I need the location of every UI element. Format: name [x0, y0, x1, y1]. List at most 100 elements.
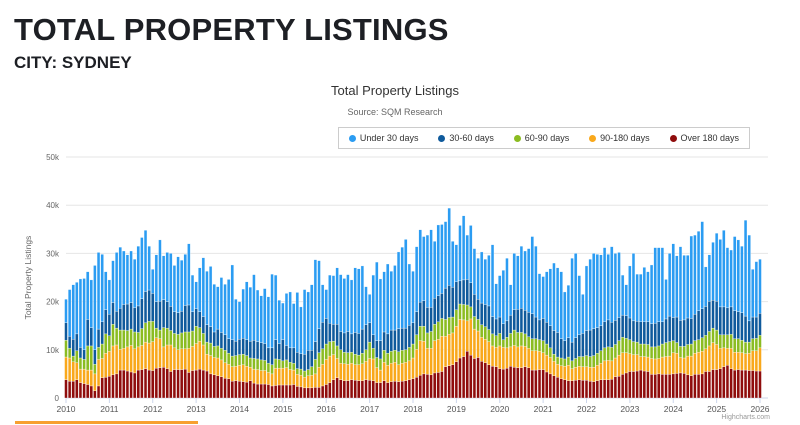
bar-segment-30-60-days [71, 339, 75, 357]
bar-segment-90-180-days [429, 348, 433, 376]
bar-segment-60-90-days [686, 344, 690, 357]
bar-segment-under-30-days [176, 256, 180, 313]
bar-segment-under-30-days [516, 255, 520, 310]
bar-segment-60-90-days [725, 334, 730, 349]
bar-segment-over-180-days [245, 381, 249, 399]
bar-segment-over-180-days [722, 366, 726, 399]
bar-segment-90-180-days [563, 366, 567, 380]
x-tick-label: 2017 [360, 404, 379, 414]
bar-segment-over-180-days [378, 382, 383, 399]
bar-segment-60-90-days [570, 360, 574, 369]
bar-segment-30-60-days [555, 332, 560, 358]
bar-segment-30-60-days [610, 322, 614, 348]
bar-segment-90-180-days [537, 351, 542, 370]
bar-segment-under-30-days [758, 259, 762, 314]
bar-segment-30-60-days [404, 327, 408, 350]
legend-item-under-30[interactable]: Under 30 days [348, 133, 418, 143]
bar-segment-30-60-days [75, 333, 79, 351]
bar-segment-under-30-days [602, 247, 607, 322]
bar-segment-60-90-days [566, 356, 571, 366]
bar-segment-30-60-days [519, 308, 524, 333]
bar-segment-30-60-days [364, 324, 368, 350]
bar-segment-60-90-days [418, 326, 422, 341]
bar-segment-60-90-days [552, 353, 556, 362]
legend-item-90-180[interactable]: 90-180 days [589, 133, 650, 143]
bar-segment-over-180-days [523, 366, 527, 399]
bar-segment-90-180-days [725, 348, 730, 366]
legend-item-over-180[interactable]: Over 180 days [669, 133, 739, 143]
bar-segment-under-30-days [422, 236, 426, 301]
bar-segment-60-90-days [375, 357, 379, 368]
bar-segment-90-180-days [208, 355, 213, 375]
legend-item-30-60[interactable]: 30-60 days [438, 133, 494, 143]
bar-segment-90-180-days [393, 362, 397, 382]
bar-segment-90-180-days [606, 360, 610, 380]
bar-segment-under-30-days [230, 264, 234, 340]
bar-segment-30-60-days [346, 331, 350, 353]
bar-segment-under-30-days [187, 243, 191, 306]
bar-segment-60-90-days [183, 331, 187, 349]
legend-item-60-90[interactable]: 60-90 days [513, 133, 569, 143]
bar-segment-30-60-days [223, 334, 227, 351]
bar-segment-60-90-days [704, 335, 708, 349]
bar-segment-30-60-days [527, 312, 531, 337]
bar-segment-over-180-days [617, 376, 621, 399]
bar-segment-under-30-days [292, 303, 296, 349]
bar-segment-60-90-days [498, 333, 502, 347]
bar-segment-60-90-days [96, 347, 101, 360]
bar-segment-90-180-days [508, 346, 513, 367]
bar-segment-60-90-days [147, 321, 151, 344]
bar-segment-30-60-days [165, 301, 169, 329]
bar-segment-90-180-days [234, 366, 238, 381]
highcharts-credit[interactable]: Highcharts.com [721, 414, 770, 421]
bar-segment-60-90-days [696, 339, 701, 353]
bar-segment-90-180-days [747, 353, 751, 371]
bar-segment-under-30-days [324, 289, 328, 319]
bar-segment-under-30-days [194, 281, 198, 309]
bar-segment-over-180-days [234, 380, 238, 399]
x-tick-label: 2023 [620, 404, 639, 414]
bar-segment-under-30-days [133, 259, 137, 309]
bar-segment-90-180-days [751, 350, 755, 371]
bar-segment-over-180-days [93, 390, 97, 399]
bar-segment-30-60-days [306, 350, 310, 370]
bar-segment-over-180-days [321, 385, 325, 399]
bar-segment-30-60-days [299, 353, 303, 370]
bar-segment-90-180-days [353, 364, 357, 381]
bar-segment-over-180-days [194, 369, 198, 399]
bar-segment-60-90-days [469, 306, 473, 320]
bar-segment-90-180-days [216, 357, 220, 376]
bar-segment-30-60-days [501, 323, 505, 340]
bar-segment-30-60-days [328, 323, 332, 342]
bar-segment-90-180-days [740, 352, 744, 371]
bar-segment-90-180-days [375, 367, 379, 383]
bar-segment-60-90-days [458, 303, 462, 320]
bar-segment-30-60-days [747, 320, 751, 343]
bar-segment-under-30-days [527, 248, 531, 313]
bar-segment-over-180-days [255, 383, 260, 399]
bar-segment-60-90-days [371, 348, 375, 360]
bar-segment-60-90-days [284, 359, 289, 368]
bar-segment-under-30-days [321, 284, 325, 323]
bar-segment-over-180-days [736, 369, 740, 399]
bar-segment-30-60-days [624, 315, 628, 339]
bar-segment-over-180-days [498, 368, 502, 399]
bar-segment-60-90-days [537, 339, 542, 352]
bar-segment-60-90-days [718, 334, 722, 349]
bar-segment-under-30-days [487, 255, 491, 307]
bar-segment-30-60-days [375, 340, 379, 358]
y-tick-label: 50k [46, 153, 60, 162]
bar-segment-under-30-days [382, 271, 386, 333]
bar-segment-over-180-days [198, 368, 202, 399]
bar-segment-90-180-days [602, 360, 607, 380]
bar-segment-30-60-days [429, 307, 433, 332]
bar-segment-90-180-days [360, 363, 364, 381]
bar-segment-over-180-days [96, 385, 101, 399]
bar-segment-90-180-days [436, 339, 440, 373]
bar-segment-30-60-days [758, 313, 762, 336]
bar-segment-90-180-days [321, 364, 325, 387]
bar-segment-under-30-days [118, 246, 122, 309]
bar-segment-under-30-days [628, 265, 632, 319]
bar-segment-30-60-days [559, 338, 563, 359]
bar-segment-90-180-days [707, 345, 711, 372]
